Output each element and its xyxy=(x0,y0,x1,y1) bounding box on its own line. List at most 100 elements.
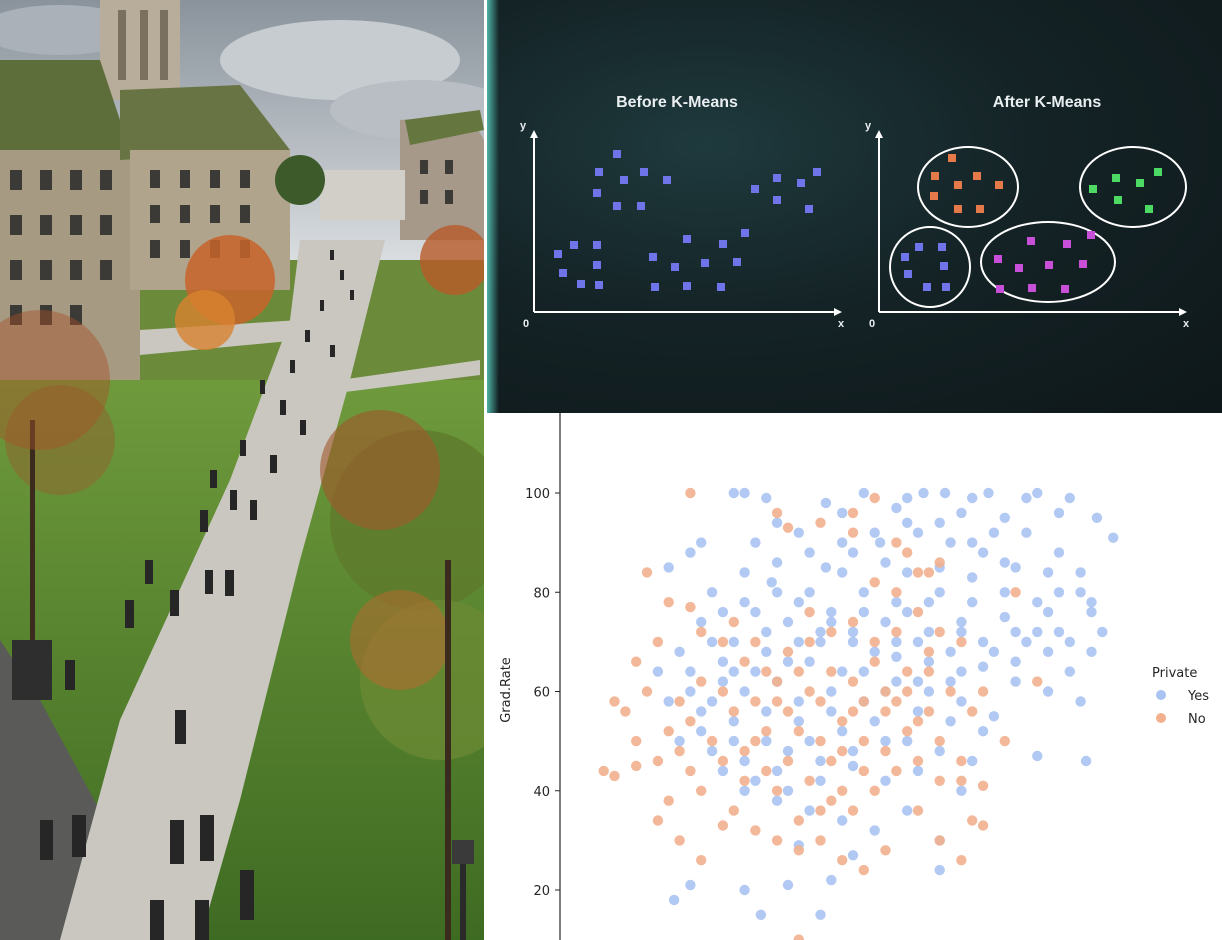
y-axis-title: Grad.Rate xyxy=(499,657,514,723)
before-point xyxy=(741,229,749,237)
scatter-point xyxy=(967,755,978,767)
scatter-point xyxy=(685,716,696,727)
before-point xyxy=(593,261,601,269)
scatter-point xyxy=(891,696,902,707)
scatter-point xyxy=(869,527,880,538)
scatter-point xyxy=(837,815,848,826)
scatter-point xyxy=(750,606,761,618)
scatter-point xyxy=(793,845,804,856)
scatter-point xyxy=(804,735,815,747)
cluster-blue-point xyxy=(904,270,912,278)
scatter-point xyxy=(869,646,880,657)
scatter-point xyxy=(902,606,913,618)
scatter-point xyxy=(880,845,891,856)
scatter-point xyxy=(1086,597,1097,608)
scatter-point xyxy=(934,775,945,786)
scatter-point xyxy=(858,587,869,598)
after-kmeans-title: After K-Means xyxy=(992,94,1102,111)
scatter-point xyxy=(706,587,718,598)
scatter-point xyxy=(793,934,804,940)
scatter-point xyxy=(1010,656,1021,667)
legend-no-label: No xyxy=(1188,712,1206,727)
before-point xyxy=(773,174,781,182)
campus-buildings xyxy=(0,0,484,380)
scatter-point xyxy=(1010,626,1021,638)
before-point xyxy=(593,189,601,197)
scatter-point xyxy=(728,805,739,816)
grad-rate-scatter-chart: Grad.Rate 20 40 60 80 100 Yes No Private xyxy=(484,413,1222,940)
cluster-ellipse-purple xyxy=(980,221,1116,303)
scatter-point xyxy=(804,587,815,598)
scatter-point xyxy=(847,616,859,628)
scatter-point xyxy=(1075,587,1086,598)
scatter-point xyxy=(782,745,794,757)
scatter-point xyxy=(717,636,729,648)
scatter-point xyxy=(988,711,1000,722)
scatter-point xyxy=(696,616,707,628)
scatter-point xyxy=(782,646,794,657)
scatter-point xyxy=(826,616,837,628)
scatter-point xyxy=(674,835,685,846)
scatter-point xyxy=(771,676,783,687)
scatter-point xyxy=(793,666,804,677)
scatter-point xyxy=(826,706,837,717)
scatter-point xyxy=(880,557,891,568)
scatter-point xyxy=(1032,487,1043,499)
cluster-purple-point xyxy=(1015,264,1023,272)
scatter-point xyxy=(902,735,913,747)
scatter-point xyxy=(891,626,902,638)
scatter-point xyxy=(1064,492,1075,504)
scatter-point xyxy=(956,855,967,866)
scatter-point xyxy=(815,835,826,846)
before-x-axis-label: x xyxy=(838,318,845,330)
scatter-point xyxy=(837,745,848,757)
scatter-point xyxy=(750,775,761,786)
scatter-point xyxy=(956,666,967,677)
scatter-point xyxy=(663,795,674,806)
scatter-point xyxy=(912,606,924,618)
cluster-purple-point xyxy=(1063,240,1071,248)
scatter-point xyxy=(750,735,761,747)
scatter-point xyxy=(674,735,685,747)
scatter-point xyxy=(847,850,859,861)
cluster-purple-point xyxy=(996,285,1004,293)
scatter-point xyxy=(793,696,804,707)
scatter-point xyxy=(934,626,945,638)
scatter-point xyxy=(717,686,729,697)
scatter-point xyxy=(874,537,886,548)
scatter-point xyxy=(739,487,750,499)
scatter-point xyxy=(956,785,967,796)
y-tick-label: 100 xyxy=(525,487,550,502)
kmeans-diagram: Before K-Means After K-Means y 0 x y 0 x xyxy=(487,0,1222,413)
scatter-point xyxy=(934,587,945,598)
scatter-point xyxy=(668,894,680,906)
scatter-point xyxy=(891,587,902,598)
scatter-point xyxy=(663,562,674,573)
scatter-point xyxy=(1021,492,1032,504)
scatter-point xyxy=(739,884,750,896)
before-point xyxy=(751,185,759,193)
kmeans-plots xyxy=(530,130,1187,316)
after-origin-label: 0 xyxy=(869,318,876,330)
scatter-point xyxy=(1086,606,1097,618)
scatter-point xyxy=(956,626,967,638)
scatter-point xyxy=(771,557,783,568)
scatter-point xyxy=(706,735,718,747)
cluster-purple-point xyxy=(1045,261,1053,269)
scatter-point xyxy=(967,706,978,717)
before-point xyxy=(593,241,601,249)
scatter-point xyxy=(1032,676,1043,687)
scatter-point xyxy=(782,785,794,796)
scatter-point xyxy=(631,656,642,667)
scatter-point xyxy=(826,874,837,886)
scatter-point xyxy=(1032,750,1043,762)
scatter-point xyxy=(967,537,978,548)
cluster-green-point xyxy=(1154,168,1162,176)
scatter-point xyxy=(923,646,935,657)
scatter-point xyxy=(685,879,696,891)
scatter-point xyxy=(728,636,739,648)
before-point xyxy=(719,240,727,248)
scatter-point xyxy=(717,656,729,667)
scatter-point xyxy=(923,656,935,667)
scatter-point xyxy=(847,547,859,558)
